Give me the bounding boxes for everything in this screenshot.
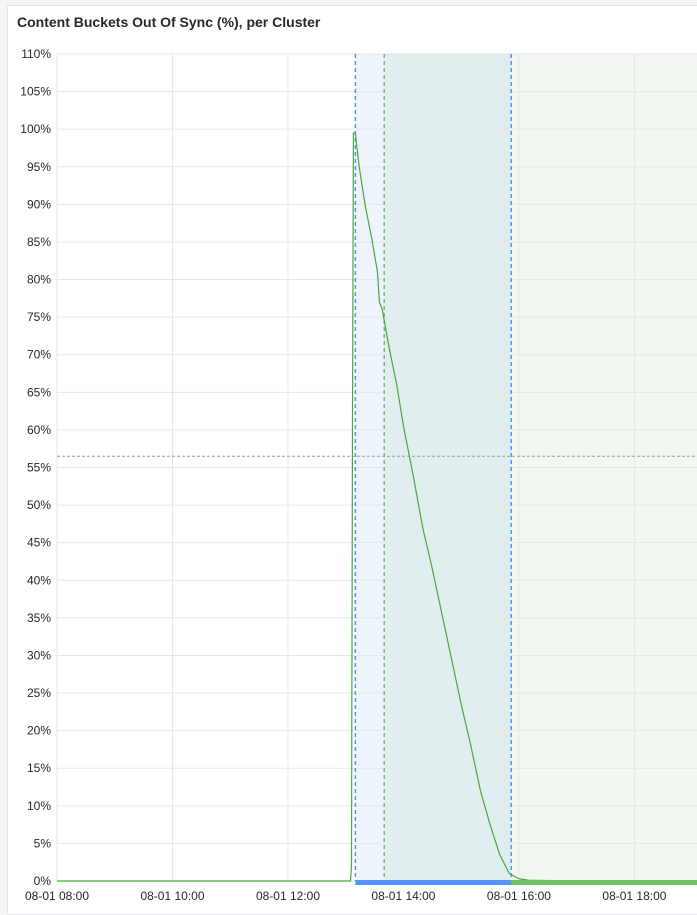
y-tick-label: 20% <box>27 724 51 738</box>
y-tick-label: 35% <box>27 611 51 625</box>
annotation-lines <box>354 54 513 881</box>
y-tick-label: 110% <box>21 47 51 61</box>
series-group <box>57 132 697 882</box>
x-tick-label: 08-01 12:00 <box>256 889 320 903</box>
y-tick-label: 5% <box>34 836 52 850</box>
x-tick-label: 08-01 10:00 <box>140 889 204 903</box>
y-tick-label: 50% <box>27 498 51 512</box>
y-tick-label: 45% <box>27 536 51 550</box>
y-tick-label: 10% <box>27 799 51 813</box>
y-tick-label: 85% <box>27 235 51 249</box>
y-tick-label: 105% <box>20 85 51 99</box>
y-tick-label: 60% <box>27 423 51 437</box>
y-tick-label: 25% <box>27 686 51 700</box>
y-tick-label: 65% <box>27 385 51 399</box>
annotation-bar-1 <box>384 880 697 885</box>
y-tick-label: 30% <box>27 648 51 662</box>
panel-title: Content Buckets Out Of Sync (%), per Clu… <box>17 14 321 30</box>
y-tick-label: 75% <box>27 310 51 324</box>
x-tick-label: 08-01 18:00 <box>602 889 666 903</box>
x-tick-label: 08-01 16:00 <box>487 889 551 903</box>
annotation-bars <box>355 880 697 885</box>
annotation-bar-0 <box>355 880 512 885</box>
y-tick-label: 0% <box>34 874 52 888</box>
y-tick-label: 55% <box>27 461 51 475</box>
y-tick-label: 95% <box>27 160 51 174</box>
y-axis: 0% 5% 10% 15% 20% 25% 30% 35% 40% 45% 50% 55% 60% 65%… <box>20 47 51 888</box>
y-tick-label: 40% <box>27 573 51 587</box>
y-tick-label: 70% <box>27 348 51 362</box>
y-tick-label: 90% <box>27 197 51 211</box>
x-tick-label: 08-01 14:00 <box>371 889 435 903</box>
series-line-0 <box>57 132 697 882</box>
x-tick-label: 08-01 08:00 <box>25 889 89 903</box>
y-tick-label: 80% <box>27 273 51 287</box>
y-tick-label: 15% <box>27 761 51 775</box>
y-tick-label: 100% <box>20 122 51 136</box>
x-axis: 08-01 08:00 08-01 10:00 08-01 12:00 08-01 1… <box>25 889 667 903</box>
